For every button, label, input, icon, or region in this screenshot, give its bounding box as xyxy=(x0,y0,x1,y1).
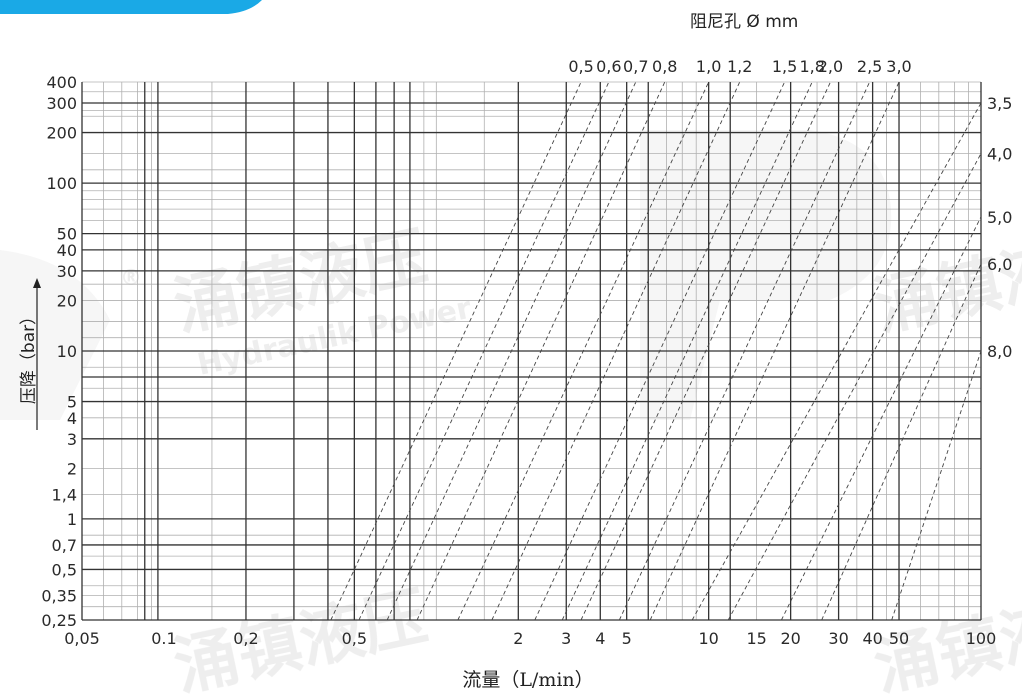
orifice-series-lines xyxy=(330,81,982,621)
watermark-logo-shape xyxy=(640,130,892,420)
series-label-3-0: 3,0 xyxy=(886,57,911,76)
x-tick-label: 5 xyxy=(622,629,632,648)
series-line-4-0 xyxy=(727,153,982,621)
x-tick-label: 100 xyxy=(966,629,997,648)
series-labels: 0,5 0,6 0,7 0,8 1,0 1,2 1,5 1,82,0 2,5 3,0 3,5 4,0 5… xyxy=(568,57,1012,361)
series-label-0-8: 0,8 xyxy=(652,57,677,76)
x-tick-label: 4 xyxy=(595,629,605,648)
y-tick-label: 300 xyxy=(46,94,77,113)
y-tick-label: 4 xyxy=(67,409,77,428)
x-tick-label: 50 xyxy=(889,629,909,648)
x-tick-label: 20 xyxy=(780,629,800,648)
series-label-0-5: 0,5 xyxy=(568,57,593,76)
x-tick-label: 3 xyxy=(561,629,571,648)
series-label-3-5: 3,5 xyxy=(987,94,1012,113)
series-label-5-0: 5,0 xyxy=(987,208,1012,227)
watermark-cn-2: 涌镇液压 xyxy=(868,220,1022,346)
y-tick-label: 1,4 xyxy=(52,485,77,504)
series-line-0-5 xyxy=(330,81,582,621)
y-axis-label-group: 压降（bar） xyxy=(19,308,39,404)
y-tick-label: 5 xyxy=(67,393,77,412)
y-tick-label: 400 xyxy=(46,73,77,92)
series-label-2-0: 2,0 xyxy=(818,57,843,76)
y-tick-label: 200 xyxy=(46,124,77,143)
y-tick-label: 10 xyxy=(57,342,77,361)
x-tick-label: 30 xyxy=(828,629,848,648)
series-label-8-0: 8,0 xyxy=(987,342,1012,361)
series-label-2-5: 2,5 xyxy=(857,57,882,76)
series-line-2-5 xyxy=(618,81,871,621)
series-line-2-0 xyxy=(580,81,831,621)
corner-banner xyxy=(0,0,262,14)
y-tick-label: 40 xyxy=(57,241,77,260)
series-label-1-8: 1,8 xyxy=(799,57,824,76)
y-tick-label: 3 xyxy=(67,430,77,449)
series-line-1-8 xyxy=(561,81,813,621)
watermark: 涌镇液压 Hydraulik Power 涌镇液压 涌镇液压 涌镇液压 ® xyxy=(0,130,1022,696)
series-label-0-6: 0,6 xyxy=(596,57,621,76)
series-line-5-0 xyxy=(781,216,982,621)
y-tick-label: 30 xyxy=(57,262,77,281)
series-line-1-2 xyxy=(491,81,741,621)
x-tick-label: 2 xyxy=(513,629,523,648)
y-tick-label: 2 xyxy=(67,459,77,478)
y-tick-label: 0,25 xyxy=(41,611,77,630)
series-line-8-0 xyxy=(891,350,982,621)
series-line-3-0 xyxy=(649,81,900,621)
y-axis-label: 压降（bar） xyxy=(19,308,39,404)
y-tick-label: 1 xyxy=(67,510,77,529)
x-tick-label: 10 xyxy=(698,629,718,648)
series-label-1-0: 1,0 xyxy=(696,57,721,76)
series-line-0-6 xyxy=(358,81,610,621)
series-label-1-5: 1,5 xyxy=(772,57,797,76)
y-tick-label: 0,7 xyxy=(52,536,77,555)
chart-title: 阻尼孔 Ø mm xyxy=(690,12,798,32)
series-line-0-7 xyxy=(386,81,637,621)
y-tick-label: 20 xyxy=(57,291,77,310)
series-label-0-7: 0,7 xyxy=(623,57,648,76)
series-line-3-5 xyxy=(691,102,982,621)
series-line-0-8 xyxy=(416,81,666,621)
x-tick-label: 0,5 xyxy=(342,629,367,648)
x-tick-labels: 0,05 0.1 0,2 0,5 2 3 4 5 10 15 20 30 40 50 100 xyxy=(64,629,996,648)
series-line-1-5 xyxy=(534,81,785,621)
y-tick-label: 50 xyxy=(57,225,77,244)
y-tick-label: 0,5 xyxy=(52,560,77,579)
watermark-registered-mark: ® xyxy=(120,266,142,291)
x-tick-label: 0,2 xyxy=(233,629,258,648)
x-tick-label: 0,05 xyxy=(64,629,100,648)
series-label-6-0: 6,0 xyxy=(987,255,1012,274)
watermark-logo-shape-left xyxy=(0,250,110,420)
x-tick-label: 0.1 xyxy=(151,629,176,648)
x-axis-label: 流量（L/min） xyxy=(462,669,593,691)
y-axis-arrow-head xyxy=(33,278,41,288)
series-label-4-0: 4,0 xyxy=(987,145,1012,164)
series-label-1-2: 1,2 xyxy=(727,57,752,76)
x-tick-label: 15 xyxy=(746,629,766,648)
series-line-6-0 xyxy=(821,263,982,621)
y-tick-label: 0,35 xyxy=(41,586,77,605)
series-line-1-0 xyxy=(457,81,710,621)
x-tick-label: 40 xyxy=(862,629,882,648)
y-tick-label: 100 xyxy=(46,174,77,193)
